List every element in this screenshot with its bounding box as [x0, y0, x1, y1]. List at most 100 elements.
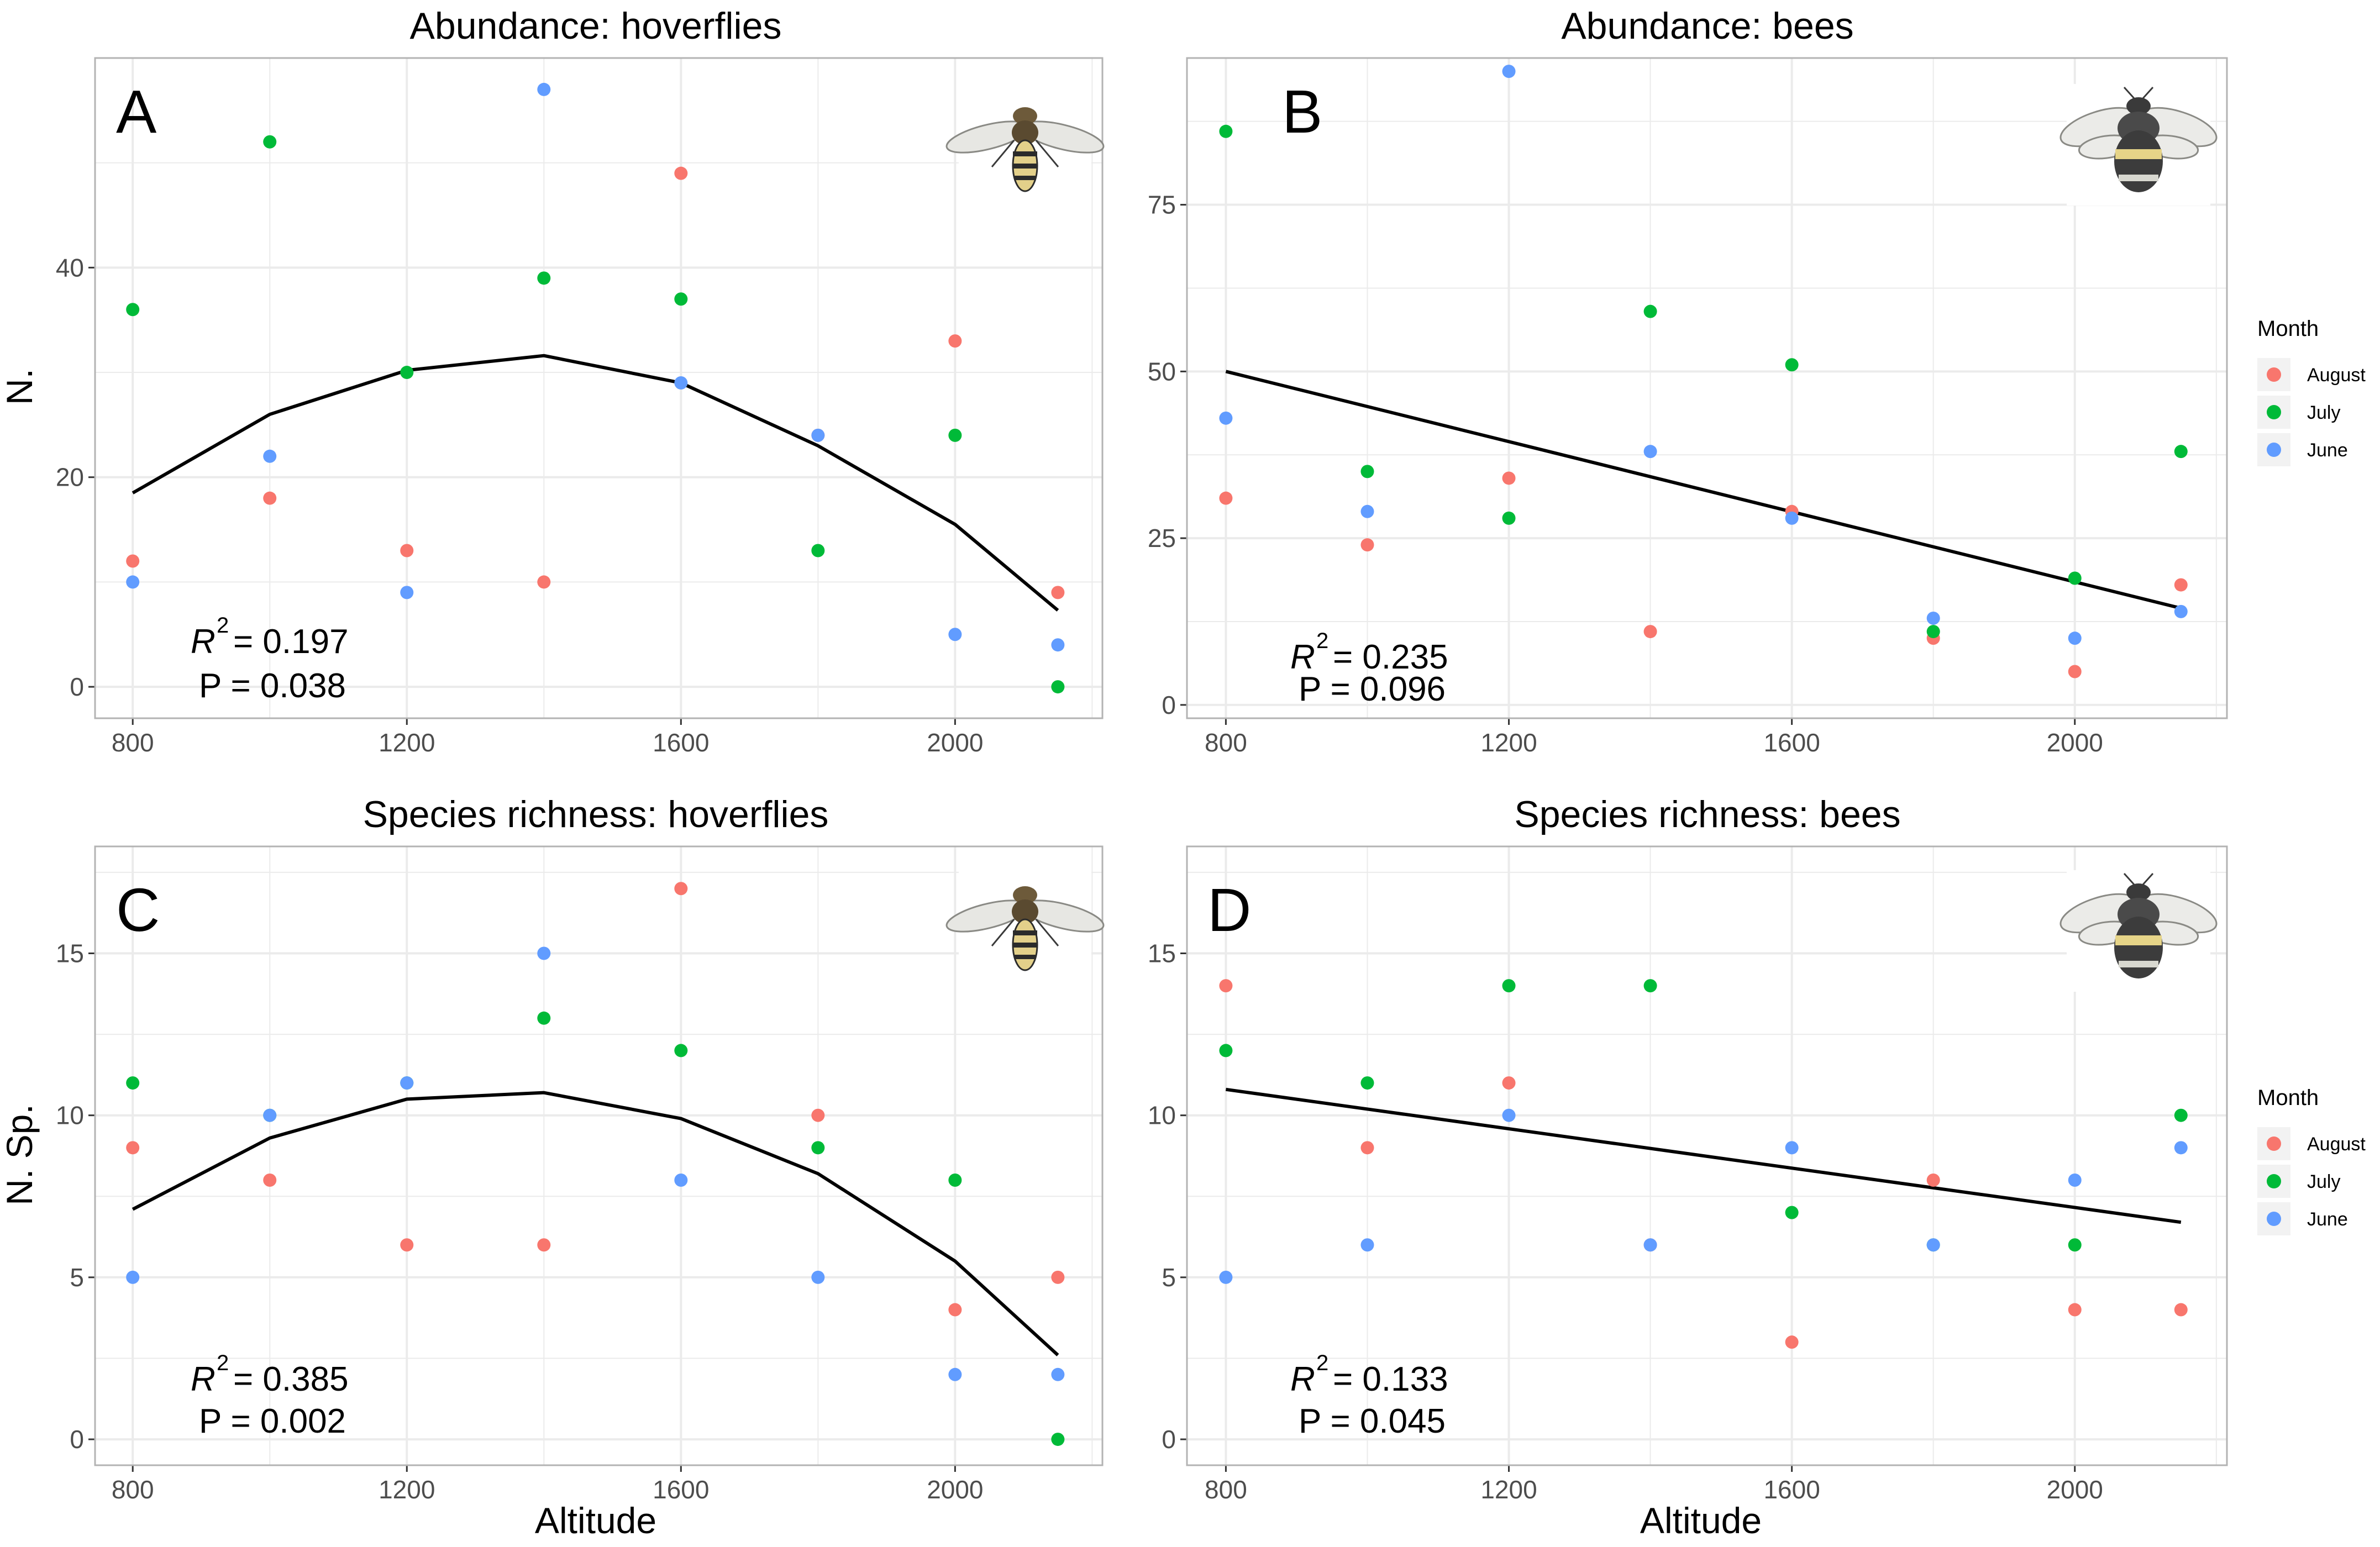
panel-d-statistics: R 2 = 0.133 P = 0.045 — [1290, 1351, 1448, 1440]
panel-c-plot: 800 1200 1600 2000 0 5 10 15 — [56, 845, 1104, 1504]
data-point-june — [1926, 1238, 1940, 1252]
data-point-june — [1360, 504, 1374, 518]
y-tick-label: 25 — [1148, 524, 1176, 552]
y-tick-label: 5 — [70, 1263, 84, 1292]
data-point-july — [1785, 358, 1799, 372]
data-point-july — [126, 1076, 140, 1090]
panel-border — [94, 845, 1104, 1466]
data-point-july — [674, 292, 688, 306]
data-point-august — [2068, 665, 2082, 678]
legend-swatch-june — [2267, 443, 2281, 457]
hoverfly-icon — [945, 869, 1105, 979]
panel-b-r2-value: = 0.235 — [1333, 638, 1448, 676]
panel-c: Species richness: hoverflies N. Sp. Alti… — [0, 793, 1105, 1541]
panel-a-title: Abundance: hoverflies — [410, 5, 782, 47]
data-point-july — [674, 1044, 688, 1057]
data-point-august — [537, 1238, 551, 1252]
panel-d-plot: 800 1200 1600 2000 0 5 10 15 — [1148, 845, 2228, 1504]
x-tick-label: 1200 — [1480, 1475, 1537, 1504]
data-point-june — [2068, 632, 2082, 645]
data-point-july — [1502, 511, 1516, 525]
panel-a: Abundance: hoverflies N. 800 1200 1600 2000… — [0, 5, 1105, 757]
data-point-august — [674, 882, 688, 896]
data-point-july — [2068, 1238, 2082, 1252]
panel-d-r2-superscript: 2 — [1316, 1351, 1328, 1375]
data-point-august — [400, 1238, 414, 1252]
data-point-july — [1360, 1076, 1374, 1090]
y-tick-label: 5 — [1162, 1263, 1176, 1292]
data-point-june — [811, 1270, 825, 1284]
x-tick-label: 800 — [1205, 728, 1247, 757]
data-point-july — [126, 303, 140, 317]
data-point-june — [263, 1108, 277, 1122]
data-point-june — [1219, 1270, 1233, 1284]
panel-d: Species richness: bees Altitude 800 1200 1… — [1148, 793, 2228, 1541]
data-point-june — [2174, 1141, 2188, 1155]
legend-swatch-august — [2267, 367, 2281, 382]
y-tick-label: 15 — [1148, 939, 1176, 968]
data-point-july — [1219, 124, 1233, 138]
legend-label-june: June — [2307, 1209, 2348, 1230]
data-point-august — [948, 1303, 962, 1317]
panel-border — [94, 57, 1104, 719]
data-point-june — [674, 1173, 688, 1187]
x-tick-label: 1600 — [1763, 1475, 1820, 1504]
panel-c-x-axis-label: Altitude — [535, 1500, 656, 1541]
data-point-august — [1502, 471, 1516, 485]
data-point-june — [674, 376, 688, 390]
panel-border — [1186, 57, 2228, 719]
panel-a-letter: A — [116, 78, 157, 146]
legend-label-august: August — [2307, 365, 2366, 386]
legend-bottom: Month August July June — [2257, 1086, 2366, 1235]
data-point-august — [263, 1173, 277, 1187]
data-point-june — [1051, 638, 1065, 652]
hoverfly-icon — [945, 90, 1105, 200]
x-tick-label: 1200 — [379, 1475, 435, 1504]
data-point-august — [2174, 1303, 2188, 1317]
data-point-july — [1643, 304, 1657, 318]
data-point-august — [674, 166, 688, 180]
panel-a-plot: 800 1200 1600 2000 0 20 40 — [56, 57, 1104, 757]
data-point-august — [126, 554, 140, 568]
data-point-july — [1785, 1206, 1799, 1219]
x-tick-label: 800 — [112, 728, 154, 757]
panel-background — [95, 58, 1102, 718]
y-tick-label: 0 — [70, 1425, 84, 1454]
data-point-august — [1051, 586, 1065, 599]
panel-b-r2-superscript: 2 — [1316, 629, 1328, 653]
y-tick-label: 15 — [56, 939, 84, 968]
data-point-august — [1360, 538, 1374, 552]
panel-c-statistics: R 2 = 0.385 P = 0.002 — [191, 1351, 349, 1440]
legend-swatch-august — [2267, 1136, 2281, 1151]
data-point-august — [811, 1108, 825, 1122]
x-tick-label: 1200 — [379, 728, 435, 757]
panel-c-r2-value: = 0.385 — [233, 1360, 349, 1398]
data-point-august — [1360, 1141, 1374, 1155]
fit-line — [132, 354, 1059, 612]
data-point-july — [537, 271, 551, 285]
data-point-june — [1926, 611, 1940, 625]
data-point-july — [2068, 571, 2082, 585]
fit-line — [132, 1091, 1059, 1356]
bee-icon — [2059, 870, 2218, 992]
panel-border — [1186, 845, 2228, 1466]
x-tick-label: 1600 — [653, 1475, 709, 1504]
data-point-june — [1502, 1108, 1516, 1122]
x-tick-label: 1600 — [1763, 728, 1820, 757]
panel-d-letter: D — [1207, 876, 1251, 944]
x-tick-label: 1200 — [1480, 728, 1537, 757]
legend-label-august: August — [2307, 1134, 2366, 1155]
data-point-july — [537, 1011, 551, 1025]
panel-d-p-value: P = 0.045 — [1299, 1402, 1446, 1440]
legend-swatch-july — [2267, 1174, 2281, 1188]
panel-background — [95, 846, 1102, 1465]
data-point-june — [263, 449, 277, 463]
data-point-june — [1785, 511, 1799, 525]
panel-c-y-axis-label: N. Sp. — [0, 1104, 40, 1205]
data-point-august — [2068, 1303, 2082, 1317]
legend-top: Month August July June — [2257, 317, 2366, 466]
legend-label-july: July — [2307, 402, 2340, 423]
x-tick-label: 1600 — [653, 728, 709, 757]
panel-b-plot: 800 1200 1600 2000 0 25 50 75 — [1148, 57, 2228, 757]
